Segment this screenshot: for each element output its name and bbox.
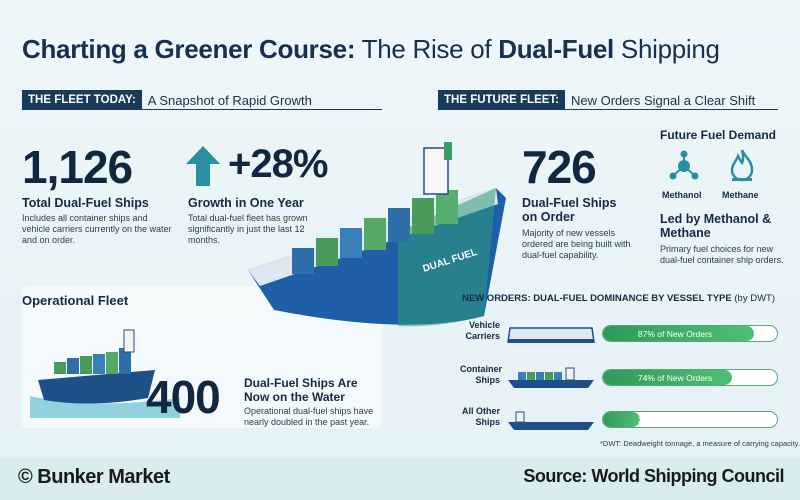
- operational-desc: Operational dual-fuel ships have nearly …: [244, 406, 374, 427]
- bar-text-vehicle: 87% of New Orders: [637, 328, 713, 339]
- operational-heading: Operational Fleet: [22, 293, 129, 308]
- fuel-demand-label: Led by Methanol & Methane: [660, 212, 772, 240]
- growth-desc: Total dual-fuel fleet has grown signific…: [188, 213, 308, 245]
- bar-track-vehicle: 87% of New Orders: [602, 325, 778, 342]
- future-fleet-tag: THE FUTURE FLEET:: [438, 90, 565, 110]
- page-title: Charting a Greener Course: The Rise of D…: [22, 34, 782, 65]
- container-ship-small-icon: [508, 367, 594, 388]
- title-part1: Charting a Greener Course:: [22, 34, 356, 64]
- operational-value: 400: [146, 371, 221, 423]
- new-orders-heading-text: NEW ORDERS: DUAL-FUEL DOMINANCE BY VESSE…: [462, 293, 732, 304]
- bar-fill-vehicle: [603, 326, 755, 341]
- total-ships-label: Total Dual-Fuel Ships: [22, 196, 149, 210]
- footer-band: [0, 458, 800, 500]
- fleet-today-tag: THE FLEET TODAY:: [22, 90, 142, 110]
- container-ship-icon: DUAL FUEL: [248, 142, 506, 327]
- new-orders-heading: NEW ORDERS: DUAL-FUEL DOMINANCE BY VESSE…: [462, 293, 775, 304]
- orders-label: Dual-Fuel Ships on Order: [522, 196, 617, 224]
- future-fleet-header: THE FUTURE FLEET: New Orders Signal a Cl…: [438, 90, 755, 110]
- vehicle-carrier-icon: [507, 327, 595, 343]
- fleet-today-rule: [22, 109, 382, 110]
- bar-fill-container: [603, 370, 732, 385]
- bar-text-container: 74% of New Orders: [637, 372, 713, 383]
- title-part4: Shipping: [620, 34, 720, 64]
- bar-label-container: Container Ships: [460, 364, 503, 385]
- footer-copyright: © Bunker Market: [18, 466, 170, 488]
- bar-label-vehicle: Vehicle Carriers: [465, 320, 500, 341]
- fuel-demand-desc: Primary fuel choices for new dual-fuel c…: [660, 244, 784, 265]
- fuel-methanol-label: Methanol: [662, 190, 702, 200]
- dwt-footnote: *DWT: Deadweight tonnage, a measure of c…: [600, 439, 800, 448]
- bar-track-container: 74% of New Orders: [602, 369, 778, 386]
- growth-label: Growth in One Year: [188, 196, 304, 210]
- operational-label: Dual-Fuel Ships Are Now on the Water: [244, 376, 358, 404]
- bar-track-other: 21% of New Orders: [602, 411, 778, 428]
- total-ships-value: 1,126: [22, 141, 133, 193]
- molecule-icon: [669, 150, 699, 180]
- arrow-up-icon: [186, 146, 220, 186]
- fleet-today-header: THE FLEET TODAY: A Snapshot of Rapid Gro…: [22, 90, 312, 110]
- bar-label-other: All Other Ships: [461, 406, 500, 427]
- flame-icon: [730, 149, 754, 182]
- operational-ship-icon: [30, 329, 180, 418]
- bar-text-other: 21% of New Orders: [637, 414, 713, 425]
- fleet-today-subtitle: A Snapshot of Rapid Growth: [147, 92, 312, 108]
- fuel-methane-label: Methane: [722, 190, 759, 200]
- new-orders-heading-suffix: (by DWT): [734, 293, 776, 304]
- title-part3: Dual-Fuel: [498, 34, 614, 64]
- orders-desc: Majority of new vessels ordered are bein…: [522, 228, 631, 260]
- bar-row-other: All Other Ships 21% of New Orders: [460, 404, 780, 434]
- orders-value: 726: [522, 141, 597, 193]
- title-part2: The Rise of: [361, 34, 492, 64]
- growth-value: +28%: [228, 142, 328, 186]
- fuel-demand-heading: Future Fuel Demand: [660, 128, 777, 142]
- bar-row-container: Container Ships 74% of New Orders: [460, 362, 780, 392]
- bar-fill-other: [603, 412, 640, 427]
- future-fleet-subtitle: New Orders Signal a Clear Shift: [571, 92, 756, 108]
- bar-row-vehicle: Vehicle Carriers 87% of New Orders: [460, 318, 780, 348]
- other-ship-icon: [508, 411, 594, 430]
- total-ships-desc: Includes all container ships and vehicle…: [22, 213, 172, 245]
- future-fleet-rule: [438, 109, 778, 110]
- footer-source: Source: World Shipping Council: [523, 466, 784, 486]
